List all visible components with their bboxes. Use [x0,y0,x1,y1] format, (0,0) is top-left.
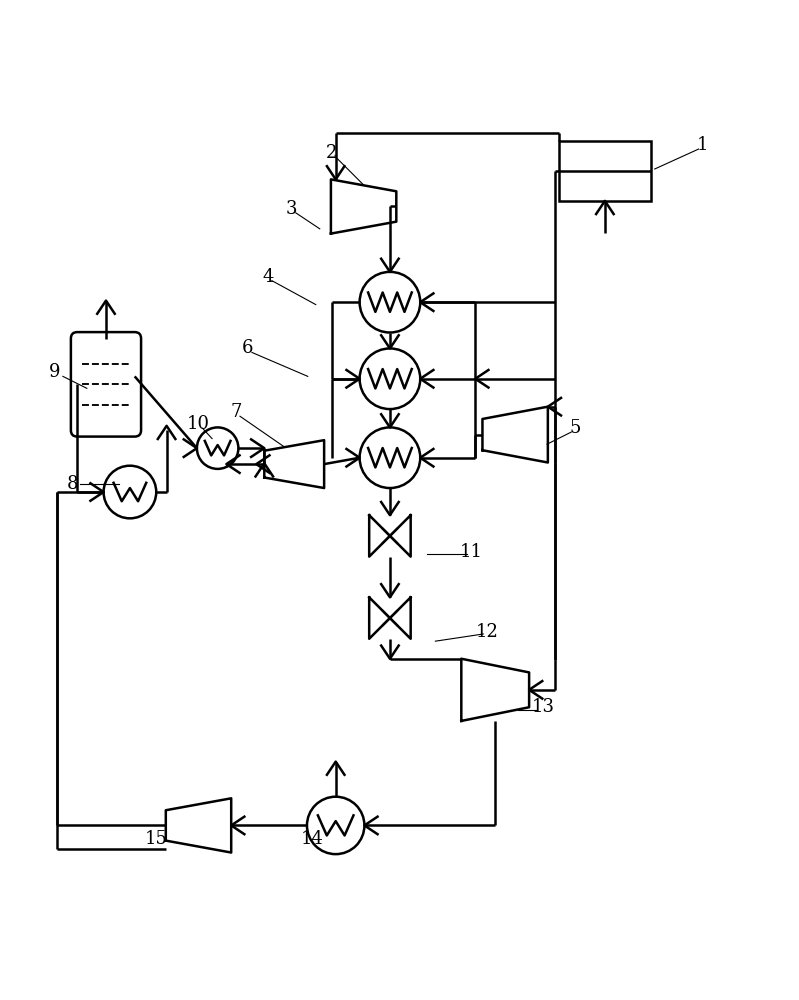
Text: 1: 1 [697,136,709,154]
Text: 11: 11 [459,543,483,561]
Text: 5: 5 [569,419,581,437]
Text: 10: 10 [187,415,210,433]
Text: 12: 12 [475,623,499,641]
Text: 14: 14 [300,830,324,848]
Text: 3: 3 [286,200,297,218]
Text: 6: 6 [242,339,254,357]
Text: 7: 7 [230,403,241,421]
Bar [559,141,650,201]
Text: 13: 13 [531,698,555,716]
Text: 15: 15 [145,830,168,848]
Text: 8: 8 [67,475,78,493]
Text: 2: 2 [326,144,337,162]
Text: 9: 9 [50,363,61,381]
Text: 4: 4 [262,268,273,286]
